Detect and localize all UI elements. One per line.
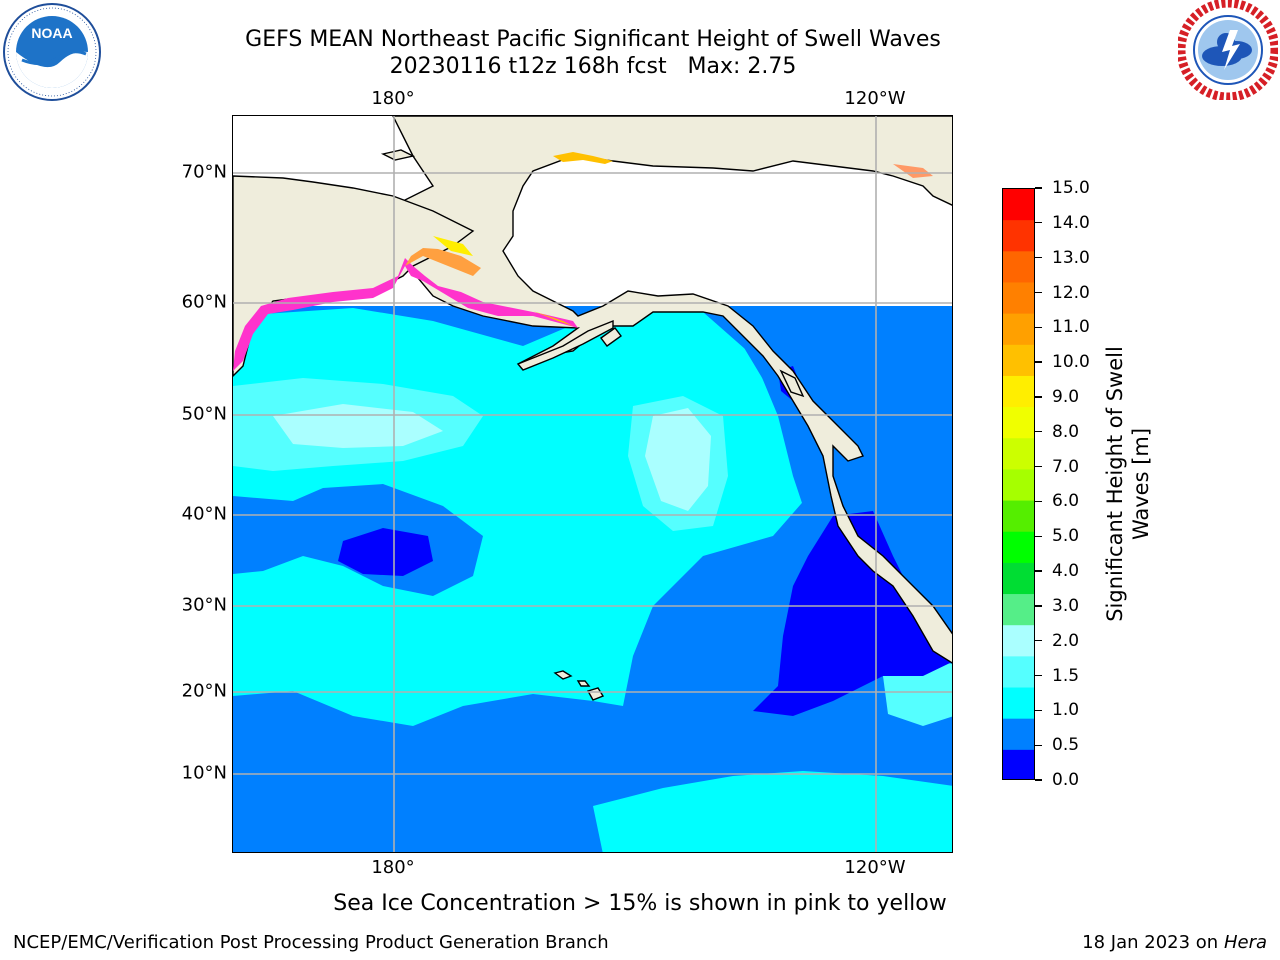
colorbar-swatch — [1003, 375, 1034, 408]
colorbar-tick-label: 0.0 — [1052, 770, 1080, 790]
colorbar-tick-label: 13.0 — [1052, 247, 1090, 268]
lat-label-20n: 20°N — [181, 680, 227, 702]
footer-date: 18 Jan 2023 on Hera — [1082, 932, 1267, 953]
noaa-logo: NOAA — [2, 2, 102, 102]
swell-min-east — [753, 511, 952, 716]
colorbar-swatch — [1003, 594, 1034, 626]
colorbar-tick-mark — [1035, 222, 1042, 224]
footer-credit: NCEP/EMC/Verification Post Processing Pr… — [13, 932, 609, 953]
colorbar-swatches — [1003, 189, 1034, 779]
swell-field-south — [593, 771, 952, 852]
colorbar-tick-mark — [1035, 535, 1042, 537]
colorbar-tick-mark — [1035, 709, 1042, 712]
colorbar-tick-label: 5.0 — [1052, 526, 1080, 547]
colorbar-tick-mark — [1035, 570, 1042, 572]
colorbar — [1002, 188, 1035, 780]
map-title: GEFS MEAN Northeast Pacific Significant … — [0, 26, 1186, 80]
swell-field-3m-east — [645, 408, 711, 511]
graticule — [233, 116, 952, 852]
colorbar-tick-label: 10.0 — [1052, 352, 1090, 373]
colorbar-tick-label: 11.0 — [1052, 317, 1090, 338]
lon-label-top-120w: 120°W — [844, 88, 906, 109]
colorbar-tick-label: 0.5 — [1052, 735, 1080, 756]
colorbar-tick-mark — [1035, 431, 1042, 433]
colorbar-swatch — [1003, 625, 1034, 657]
footer-host: Hera — [1223, 932, 1267, 953]
colorbar-tick-mark — [1035, 674, 1042, 677]
lon-label-top-180: 180° — [371, 88, 415, 109]
lon-label-bottom-180: 180° — [371, 857, 415, 878]
sea-ice-edge — [233, 152, 933, 371]
colorbar-tick-mark — [1035, 326, 1042, 328]
colorbar-tick-label: 1.0 — [1052, 700, 1080, 721]
title-line-2: 20230116 t12z 168h fcst Max: 2.75 — [389, 54, 797, 79]
colorbar-tick-mark — [1035, 605, 1042, 607]
colorbar-swatch — [1003, 687, 1034, 720]
colorbar-swatch — [1003, 189, 1034, 221]
lat-label-40n: 40°N — [181, 503, 227, 525]
colorbar-swatch — [1003, 749, 1034, 779]
colorbar-swatch — [1003, 469, 1034, 502]
alaska-peninsula — [516, 319, 614, 371]
colorbar-swatch — [1003, 718, 1034, 751]
lat-label-30n: 30°N — [181, 594, 227, 616]
footer-date-text: 18 Jan 2023 on — [1082, 932, 1224, 953]
colorbar-tick-mark — [1035, 779, 1042, 781]
colorbar-tick-mark — [1035, 187, 1042, 189]
colorbar-tick-mark — [1035, 396, 1042, 398]
colorbar-swatch — [1003, 438, 1034, 471]
svg-text:NOAA: NOAA — [31, 25, 72, 41]
nws-logo — [1176, 0, 1280, 102]
lon-label-bottom-120w: 120°W — [844, 857, 906, 878]
colorbar-swatch — [1003, 562, 1034, 595]
colorbar-tick-label: 2.0 — [1052, 630, 1080, 651]
colorbar-tick-label: 12.0 — [1052, 282, 1090, 303]
colorbar-swatch — [1003, 282, 1034, 315]
colorbar-swatch — [1003, 500, 1034, 533]
sea-ice-note: Sea Ice Concentration > 15% is shown in … — [333, 891, 947, 916]
map-panel — [232, 115, 953, 853]
swell-field-2-3m-southeast — [883, 661, 952, 726]
colorbar-title-line-1: Significant Height of Swell — [1103, 346, 1127, 622]
vancouver-island — [779, 369, 805, 398]
alaska-land — [351, 116, 952, 664]
st-lawrence-island — [380, 149, 416, 161]
colorbar-tick-mark — [1035, 500, 1042, 503]
colorbar-tick-label: 15.0 — [1052, 178, 1090, 198]
kodiak-island — [600, 327, 622, 347]
swell-height-map — [233, 116, 952, 852]
colorbar-swatch — [1003, 251, 1034, 284]
colorbar-swatch — [1003, 531, 1034, 564]
land — [233, 116, 952, 701]
lat-label-10n: 10°N — [181, 762, 227, 784]
colorbar-swatch — [1003, 656, 1034, 689]
colorbar-tick-mark — [1035, 744, 1042, 746]
swell-band-coast — [703, 312, 853, 556]
colorbar-tick-label: 3.0 — [1052, 595, 1080, 616]
colorbar-tick-mark — [1035, 256, 1042, 259]
colorbar-swatch — [1003, 407, 1034, 439]
colorbar-tick-label: 1.5 — [1052, 665, 1080, 686]
colorbar-tick-mark — [1035, 640, 1042, 642]
colorbar-tick-mark — [1035, 361, 1042, 363]
colorbar-tick-label: 14.0 — [1052, 212, 1090, 233]
colorbar-tick-label: 7.0 — [1052, 456, 1080, 477]
swell-min-central — [338, 528, 433, 576]
title-line-1: GEFS MEAN Northeast Pacific Significant … — [245, 27, 941, 52]
colorbar-swatch — [1003, 313, 1034, 346]
colorbar-tick-mark — [1035, 291, 1042, 294]
colorbar-tick-label: 9.0 — [1052, 386, 1080, 407]
colorbar-tick-label: 6.0 — [1052, 491, 1080, 512]
colorbar-tick-label: 4.0 — [1052, 561, 1080, 582]
lat-label-60n: 60°N — [181, 291, 227, 313]
lat-label-70n: 70°N — [181, 161, 227, 183]
colorbar-tick-label: 8.0 — [1052, 421, 1080, 442]
colorbar-tick-mark — [1035, 465, 1042, 468]
lat-label-50n: 50°N — [181, 403, 227, 425]
colorbar-swatch — [1003, 344, 1034, 377]
colorbar-title: Significant Height of Swell Waves [m] — [1102, 346, 1154, 622]
colorbar-title-line-2: Waves [m] — [1129, 427, 1153, 541]
colorbar-swatch — [1003, 220, 1034, 252]
